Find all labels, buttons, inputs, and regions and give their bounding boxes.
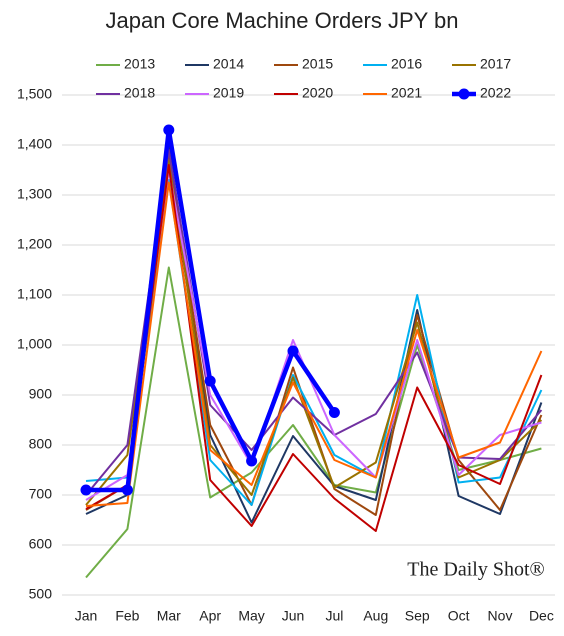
series-marker bbox=[328, 407, 340, 418]
watermark: The Daily Shot® bbox=[407, 559, 544, 581]
x-tick-label: Sep bbox=[405, 608, 430, 624]
series-line bbox=[85, 164, 543, 532]
legend-label: 2013 bbox=[124, 56, 155, 72]
y-tick-label: 800 bbox=[29, 436, 53, 452]
legend-label: 2016 bbox=[391, 56, 422, 72]
y-tick-label: 1,500 bbox=[17, 86, 52, 102]
legend-label: 2014 bbox=[213, 56, 244, 72]
legend-label: 2022 bbox=[480, 85, 511, 101]
legend-label: 2018 bbox=[124, 85, 155, 101]
y-tick-label: 1,000 bbox=[17, 336, 52, 352]
y-tick-label: 900 bbox=[29, 386, 53, 402]
x-tick-label: Aug bbox=[363, 608, 388, 624]
x-tick-label: Jan bbox=[75, 608, 98, 624]
x-tick-label: May bbox=[238, 608, 264, 624]
y-tick-label: 700 bbox=[29, 486, 53, 502]
y-tick-label: 1,300 bbox=[17, 186, 52, 202]
legend-label: 2021 bbox=[391, 85, 422, 101]
y-tick-label: 500 bbox=[29, 586, 53, 602]
y-tick-label: 1,200 bbox=[17, 236, 52, 252]
legend-marker bbox=[458, 88, 470, 100]
x-tick-label: Nov bbox=[488, 608, 513, 624]
series-marker bbox=[287, 345, 299, 357]
y-tick-label: 1,400 bbox=[17, 136, 52, 152]
series-line bbox=[85, 181, 543, 507]
x-tick-label: Apr bbox=[199, 608, 221, 624]
x-tick-label: Dec bbox=[529, 608, 554, 624]
x-tick-label: Jul bbox=[325, 608, 343, 624]
series-marker bbox=[80, 484, 92, 496]
series-marker bbox=[204, 375, 216, 387]
y-tick-label: 1,100 bbox=[17, 286, 52, 302]
legend-label: 2017 bbox=[480, 56, 511, 72]
legend-label: 2020 bbox=[302, 85, 333, 101]
series-marker bbox=[121, 484, 133, 496]
series-marker bbox=[246, 455, 258, 467]
chart-title: Japan Core Machine Orders JPY bn bbox=[106, 8, 459, 33]
x-tick-label: Oct bbox=[448, 608, 470, 624]
legend-label: 2019 bbox=[213, 85, 244, 101]
legend-label: 2015 bbox=[302, 56, 333, 72]
x-tick-label: Jun bbox=[282, 608, 305, 624]
x-tick-label: Feb bbox=[115, 608, 139, 624]
y-tick-label: 600 bbox=[29, 536, 53, 552]
x-tick-label: Mar bbox=[157, 608, 181, 624]
series-marker bbox=[163, 124, 175, 136]
